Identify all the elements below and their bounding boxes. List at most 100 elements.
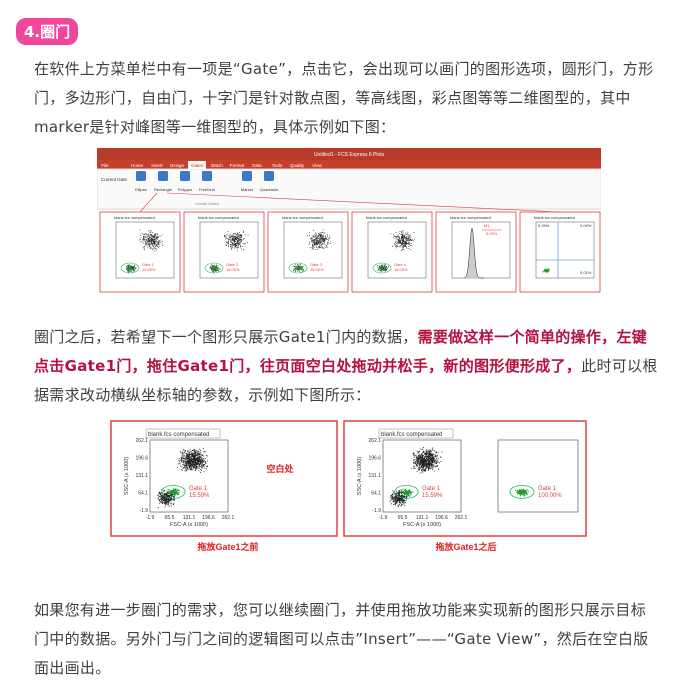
- plot-title: blank.fcs compensated: [198, 215, 239, 220]
- group-label: Create Gates: [195, 201, 219, 206]
- x-tick-label: 262.1: [222, 515, 235, 521]
- tool-icon: [242, 171, 252, 181]
- gate-pct: 100.00%: [538, 493, 562, 499]
- gate-pct: 15.59%: [422, 493, 443, 499]
- plot-title: blank.fcs compensated: [366, 215, 407, 220]
- emphasis: 需要做这样一个简单的操作，左键点击Gate1门，拖住Gate1门，往页面空白处拖…: [34, 328, 648, 375]
- gate: [204, 262, 224, 274]
- plot-frame: [435, 211, 517, 293]
- gate: [288, 262, 308, 274]
- tool-icon: [136, 171, 146, 181]
- workspace: [97, 210, 601, 294]
- tool-icon: [202, 171, 212, 181]
- plot-frame: [267, 211, 349, 293]
- tool-label: Marker: [241, 187, 254, 192]
- gate-label: Gate 2: [226, 262, 239, 267]
- x-tick-label: 131.1: [416, 515, 429, 521]
- active-tab: [188, 161, 206, 169]
- scatter-dots: [177, 447, 209, 473]
- y-tick-label: 262.1: [135, 438, 148, 444]
- plot-area: [382, 439, 462, 513]
- scatter-dots: [210, 264, 221, 272]
- plot-area: [367, 221, 427, 279]
- blank-label: 空白处: [266, 463, 294, 474]
- tab: Batch: [211, 163, 223, 168]
- gate-pct: 15.59%: [142, 267, 156, 272]
- scatter-dots: [515, 488, 529, 497]
- tab: Tools: [272, 163, 283, 168]
- tab: Insert: [151, 163, 163, 168]
- plot-title: blank.fcs compensated: [450, 215, 491, 220]
- title-box: [145, 428, 221, 439]
- plot-frame: [519, 211, 601, 293]
- scatter-dots: [377, 264, 387, 272]
- scatter-dots: [224, 230, 249, 252]
- plot-frame: [183, 211, 265, 293]
- tab-bar: [97, 160, 601, 169]
- figure-screenshot: 空白处 拖放Gate1之前 拖放Gate1之后 blank.fcs compen…: [110, 420, 587, 552]
- scatter-dots: [209, 264, 221, 274]
- x-tick-label: 65.5: [398, 515, 408, 521]
- tab: View: [312, 163, 322, 168]
- gate: [509, 484, 535, 499]
- tool-label: Freeform: [199, 187, 216, 192]
- plot-area: [149, 439, 229, 513]
- tab: Data: [252, 163, 262, 168]
- quadrant-pct: 0.01%: [580, 270, 592, 275]
- marker-label: M1: [484, 223, 490, 228]
- plot-area: [535, 221, 595, 279]
- plot-title: blank.fcs compensated: [534, 215, 575, 220]
- x-tick-label: 131.1: [183, 515, 196, 521]
- gate-label: Gate 4: [394, 262, 407, 267]
- scatter-dots: [542, 267, 550, 273]
- y-tick-label: 131.1: [135, 473, 148, 479]
- scatter-dots: [390, 230, 415, 252]
- marker-pct: 0.09%: [486, 231, 498, 236]
- tool-label: Rectangle: [154, 187, 173, 192]
- gate-label: Gate 1: [538, 486, 557, 492]
- ribbon: [97, 168, 601, 210]
- plot-area: [283, 221, 343, 279]
- tool-icon: [180, 171, 190, 181]
- x-axis-label: FSC-A (x 1000): [403, 522, 441, 528]
- title-box: [378, 428, 454, 439]
- plot-title: blank.fcs compensated: [381, 432, 442, 438]
- figure-screenshot: Untitled1 - FCS Express 6 Plots File Home…: [97, 148, 601, 294]
- tool-label: Polygon: [178, 187, 192, 192]
- y-axis-label: SSC-A (x 1000): [357, 457, 363, 495]
- plot-frame: [351, 211, 433, 293]
- y-tick-label: 196.6: [368, 456, 381, 462]
- y-tick-label: -1.9: [372, 508, 381, 514]
- paragraph: 如果您有进一步圈门的需求，您可以继续圈门，并使用拖放功能来实现新的图形只展示目标…: [34, 601, 649, 677]
- tab: Home: [131, 163, 144, 168]
- scatter-dots: [410, 447, 443, 474]
- gate-label: Gate 1: [189, 486, 208, 492]
- tab: Format: [230, 163, 245, 168]
- x-tick-label: 196.6: [435, 515, 448, 521]
- x-tick-label: 196.6: [202, 515, 215, 521]
- gate: [120, 262, 140, 274]
- y-tick-label: 262.1: [368, 438, 381, 444]
- gate: [394, 484, 419, 499]
- gate-pct: 15.92%: [310, 267, 324, 272]
- scatter-dots: [167, 488, 181, 497]
- y-axis-label: SSC-A (x 1000): [124, 457, 130, 495]
- scatter-dots: [126, 265, 135, 273]
- plot-area: [199, 221, 259, 279]
- gate-pct: 16.00%: [394, 267, 408, 272]
- scatter-dots: [139, 229, 164, 252]
- y-tick-label: -1.9: [139, 508, 148, 514]
- y-tick-label: 196.6: [135, 456, 148, 462]
- y-tick-label: 131.1: [368, 473, 381, 479]
- gate-label: Gate 3: [310, 262, 323, 267]
- quadrant-pct: 0.04%: [580, 223, 592, 228]
- text: 此时可以根据需求改动横纵坐标轴的参数，示例如下图所示：: [34, 357, 658, 404]
- y-tick-label: 64.1: [138, 491, 148, 497]
- gate: [161, 484, 186, 499]
- x-tick-label: -1.9: [379, 515, 388, 521]
- scatter-dots: [294, 265, 304, 272]
- tab: File: [101, 163, 109, 168]
- text: 圈门之后，若希望下一个图形只展示Gate1门内的数据，: [34, 328, 418, 346]
- tool-icon: [264, 171, 274, 181]
